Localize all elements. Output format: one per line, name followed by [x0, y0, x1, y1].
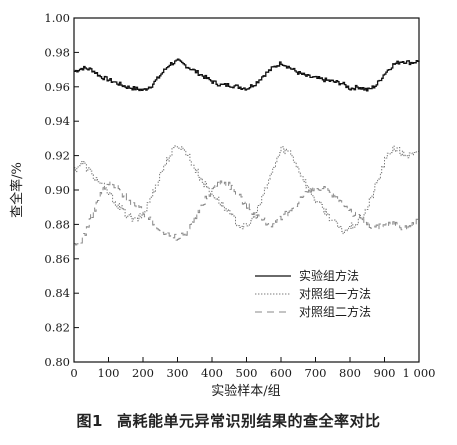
x-tick-label: 600 [270, 366, 292, 380]
y-tick-label: 0.96 [44, 80, 70, 94]
series-line-2 [74, 145, 420, 235]
x-tick-label: 900 [374, 366, 396, 380]
y-tick-label: 1.00 [44, 11, 70, 25]
figure-title: 高耗能单元异常识别结果的查全率对比 [116, 412, 381, 430]
y-axis: 0.80 0.82 0.84 0.86 0.88 0.90 0.92 0.94 0.96 0.98… [44, 11, 79, 369]
y-tick-label: 0.84 [44, 286, 70, 300]
series-layer [74, 58, 420, 246]
figure-caption: 图1 高耗能单元异常识别结果的查全率对比 [0, 410, 457, 431]
x-tick-label: 700 [305, 366, 327, 380]
series-line-3 [74, 180, 420, 246]
y-tick-label: 0.92 [44, 149, 70, 163]
x-tick-label: 800 [339, 366, 361, 380]
x-tick-label: 1 000 [403, 366, 436, 380]
x-axis: 0 100 200 300 400 500 600 700 800 900 1 000 [70, 357, 435, 380]
figure-number: 图1 [76, 412, 103, 430]
legend-label-2: 对照组一方法 [299, 286, 371, 301]
x-tick-label: 300 [167, 366, 189, 380]
x-tick-label: 0 [70, 366, 77, 380]
recall-comparison-chart: 0 100 200 300 400 500 600 700 800 900 1 000 0.800.… [9, 11, 435, 399]
x-tick-label: 100 [98, 366, 120, 380]
x-tick-label: 500 [236, 366, 258, 380]
y-tick-label: 0.90 [44, 183, 70, 197]
legend-label-1: 实验组方法 [299, 268, 359, 283]
y-tick-label: 0.82 [44, 321, 70, 335]
legend-label-3: 对照组二方法 [299, 304, 371, 319]
series-line-1 [74, 58, 420, 92]
y-tick-label: 0.94 [44, 114, 70, 128]
y-tick-label: 0.98 [44, 45, 70, 59]
y-tick-label: 0.88 [44, 217, 70, 231]
y-tick-label: 0.80 [44, 355, 70, 369]
x-tick-label: 200 [132, 366, 154, 380]
x-tick-label: 400 [201, 366, 223, 380]
y-tick-label: 0.86 [44, 252, 70, 266]
y-axis-label: 查全率/% [9, 162, 25, 218]
x-axis-label: 实验样本/组 [211, 383, 280, 399]
